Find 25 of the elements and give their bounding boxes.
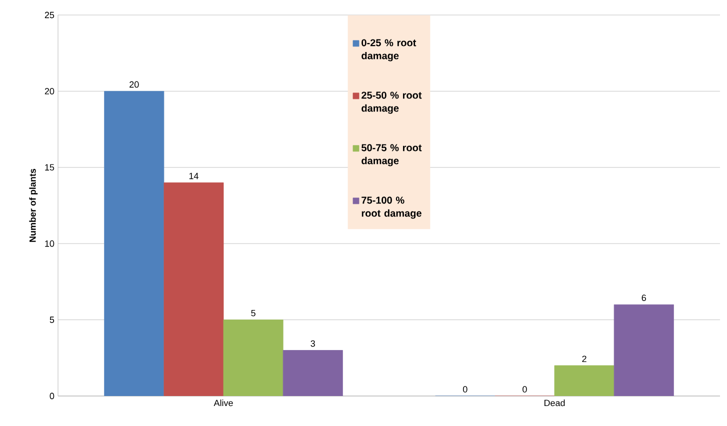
bar [164,182,224,396]
legend-label: 0-25 % root damage [362,39,416,62]
y-tick-label: 20 [44,88,54,94]
data-label: 0 [462,386,468,392]
data-label: 6 [642,294,646,302]
y-tick-label: 15 [45,164,54,171]
y-tick-label: 0 [50,392,54,400]
y-tick-label: 5 [50,316,54,323]
y-axis-title: Number of plants [29,168,38,242]
legend-label: 75-100 % root damage [362,196,422,219]
y-tick-label: 10 [45,240,54,247]
data-label: 2 [582,356,586,362]
bar [104,91,164,396]
x-tick-label: Dead [544,400,565,406]
y-tick-label: 25 [44,12,54,18]
data-label: 3 [310,340,315,347]
data-label: 14 [189,172,198,180]
bar [554,365,614,396]
data-label: 0 [522,386,527,392]
legend-label: 25-50 % root damage [362,92,422,114]
data-label: 5 [251,310,256,316]
legend-label: 50-75 % root damage [362,144,422,166]
x-tick-label: Alive [214,400,233,406]
data-label: 20 [130,81,139,88]
bar [223,320,284,396]
